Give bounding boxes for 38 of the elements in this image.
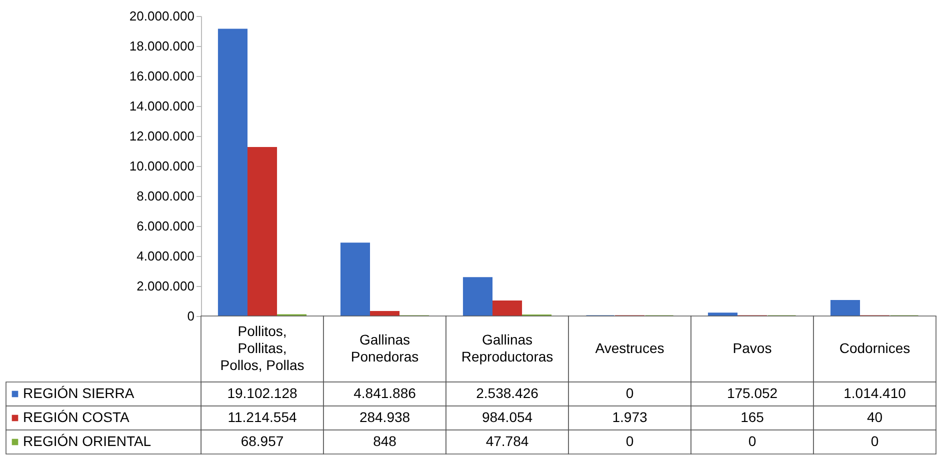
y-tick-label: 16.000.000: [129, 68, 194, 84]
y-tick-label: 10.000.000: [129, 158, 194, 174]
y-tick-label: 4.000.000: [136, 248, 194, 264]
data-label: 0: [626, 433, 634, 449]
legend-label: REGIÓN ORIENTAL: [23, 433, 152, 449]
data-label: 1.973: [612, 409, 648, 425]
data-label: 848: [373, 433, 397, 449]
y-tick-label: 18.000.000: [129, 38, 194, 54]
x-tick-label: Codornices: [839, 340, 910, 356]
y-tick-label: 20.000.000: [129, 8, 194, 24]
data-label: 4.841.886: [354, 385, 416, 401]
data-label: 175.052: [726, 385, 778, 401]
y-tick-label: 14.000.000: [129, 98, 194, 114]
y-tick-label: 0: [187, 308, 194, 324]
x-tick-label: Pavos: [732, 340, 772, 356]
data-label: 0: [870, 433, 879, 449]
legend-label: REGIÓN SIERRA: [23, 385, 135, 401]
y-tick-label: 2.000.000: [136, 278, 194, 294]
x-tick-label: Gallinas Ponedoras: [350, 332, 419, 364]
x-tick-label: Pollitos, Pollitas, Pollos, Pollas: [220, 323, 304, 373]
x-tick-label: Gallinas Reproductoras: [461, 332, 554, 364]
data-label: 68.957: [240, 433, 284, 449]
legend-label: REGIÓN COSTA: [23, 409, 130, 425]
data-label: 165: [740, 409, 764, 425]
data-label: 984.054: [482, 409, 533, 425]
y-tick-label: 12.000.000: [129, 128, 194, 144]
y-tick-label: 6.000.000: [136, 218, 194, 234]
data-label: 19.102.128: [227, 385, 298, 401]
data-label: 40: [866, 409, 883, 425]
y-tick-label: 8.000.000: [136, 188, 194, 204]
data-label: 47.784: [486, 433, 529, 449]
data-label: 284.938: [359, 409, 410, 425]
data-label: 0: [626, 385, 634, 401]
data-label: 0: [748, 433, 756, 449]
data-label: 11.214.554: [228, 409, 297, 425]
data-label: 2.538.426: [476, 385, 539, 401]
data-label: 1.014.410: [844, 385, 906, 401]
x-tick-label: Avestruces: [595, 340, 664, 356]
